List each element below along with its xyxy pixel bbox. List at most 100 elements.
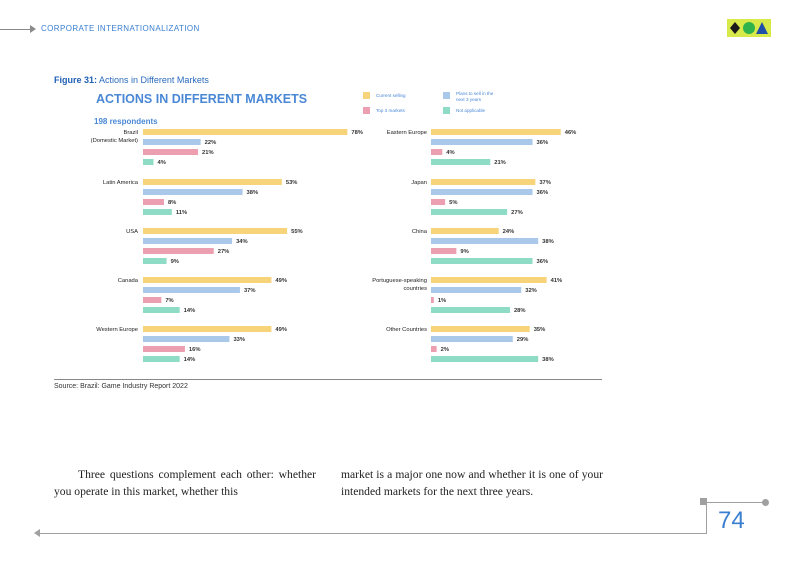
- bar-value-latin-america-plans-to-sell-in-the-next-3-years: 38%: [247, 190, 259, 196]
- section-title: CORPORATE INTERNATIONALIZATION: [41, 24, 200, 33]
- footer-arrow-icon: [34, 529, 40, 537]
- bar-canada-not-applicable: [143, 307, 180, 313]
- group-label-other-countries: Other Countries: [386, 327, 427, 333]
- bar-usa-top-3-markets: [143, 248, 214, 254]
- bar-value-canada-plans-to-sell-in-the-next-3-years: 37%: [244, 288, 256, 294]
- bar-western-europe-top-3-markets: [143, 346, 185, 352]
- bar-value-portuguese-speaking-countries-top-3-markets: 1%: [438, 298, 446, 304]
- bar-value-eastern-europe-plans-to-sell-in-the-next-3-years: 36%: [537, 140, 549, 146]
- footer-dot-icon: [762, 499, 769, 506]
- bar-latin-america-not-applicable: [143, 209, 172, 215]
- bar-value-other-countries-current-selling: 35%: [534, 327, 546, 333]
- bar-value-usa-plans-to-sell-in-the-next-3-years: 34%: [236, 239, 248, 245]
- group-label-brazil-domestic-market: Brazil (Domestic Market): [91, 130, 138, 144]
- bar-brazil-domestic-market-top-3-markets: [143, 149, 199, 155]
- group-label-latin-america: Latin America: [103, 180, 139, 186]
- bar-value-japan-current-selling: 37%: [539, 180, 551, 186]
- logo-circle-icon: [743, 22, 755, 34]
- bar-value-portuguese-speaking-countries-not-applicable: 28%: [514, 308, 526, 314]
- group-label-china: China: [412, 229, 428, 235]
- source-note: Source: Brazil: Game Industry Report 202…: [54, 383, 188, 390]
- footer-rule: [40, 533, 706, 534]
- bar-canada-current-selling: [143, 277, 272, 283]
- bar-usa-current-selling: [143, 228, 288, 234]
- bar-value-usa-top-3-markets: 27%: [218, 249, 230, 255]
- bar-value-other-countries-not-applicable: 38%: [542, 357, 554, 363]
- page-number: 74: [718, 507, 745, 534]
- bar-value-china-current-selling: 24%: [503, 229, 515, 235]
- bar-value-western-europe-not-applicable: 14%: [184, 357, 196, 363]
- legend-swatch-not-applicable: [443, 107, 450, 114]
- bar-value-brazil-domestic-market-top-3-markets: 21%: [202, 150, 214, 156]
- bar-other-countries-not-applicable: [431, 356, 539, 362]
- legend-label-plans-to-sell-in-the-next-3-years: Plans to sell in the next 3 years: [456, 91, 494, 102]
- bar-usa-not-applicable: [143, 258, 167, 264]
- legend-swatch-current-selling: [363, 92, 370, 99]
- logo-triangle-icon: [756, 22, 768, 34]
- bar-value-canada-top-3-markets: 7%: [165, 298, 173, 304]
- legend-label-top-3-markets: Top 3 markets: [376, 108, 406, 113]
- logo-diamond-icon: [730, 22, 740, 34]
- bar-value-japan-top-3-markets: 5%: [449, 200, 457, 206]
- bar-value-western-europe-current-selling: 49%: [275, 327, 287, 333]
- bar-portuguese-speaking-countries-plans-to-sell-in-the-next-3-years: [431, 287, 522, 293]
- figure-label: Figure 31:: [54, 75, 98, 85]
- legend-swatch-top-3-markets: [363, 107, 370, 114]
- bar-china-not-applicable: [431, 258, 533, 264]
- actions-chart: ACTIONS IN DIFFERENT MARKETS 198 responde…: [91, 91, 577, 363]
- bar-value-latin-america-not-applicable: 11%: [176, 210, 187, 216]
- bar-japan-current-selling: [431, 179, 536, 185]
- bar-value-latin-america-current-selling: 53%: [286, 180, 298, 186]
- bar-value-japan-not-applicable: 27%: [511, 210, 523, 216]
- chart-title: ACTIONS IN DIFFERENT MARKETS: [96, 92, 307, 106]
- footer-vertical-rule: [706, 502, 707, 534]
- bar-value-brazil-domestic-market-current-selling: 78%: [351, 130, 363, 136]
- chart-subtitle: 198 respondents: [94, 117, 158, 126]
- bar-value-canada-not-applicable: 14%: [184, 308, 196, 314]
- bar-japan-not-applicable: [431, 209, 508, 215]
- group-label-canada: Canada: [118, 278, 139, 284]
- bar-value-china-not-applicable: 36%: [537, 259, 549, 265]
- bar-value-china-top-3-markets: 9%: [460, 249, 468, 255]
- bar-value-eastern-europe-current-selling: 46%: [565, 130, 577, 136]
- bar-value-western-europe-top-3-markets: 16%: [189, 347, 201, 353]
- bar-value-latin-america-top-3-markets: 8%: [168, 200, 176, 206]
- bar-eastern-europe-current-selling: [431, 129, 561, 135]
- figure-title: Actions in Different Markets: [99, 75, 209, 85]
- bar-value-brazil-domestic-market-plans-to-sell-in-the-next-3-years: 22%: [205, 140, 217, 146]
- bar-brazil-domestic-market-current-selling: [143, 129, 348, 135]
- bar-value-other-countries-plans-to-sell-in-the-next-3-years: 29%: [517, 337, 529, 343]
- figure-caption: Figure 31: Actions in Different Markets: [54, 75, 209, 85]
- bar-western-europe-current-selling: [143, 326, 272, 332]
- bar-other-countries-top-3-markets: [431, 346, 437, 352]
- group-label-western-europe: Western Europe: [96, 327, 138, 333]
- footer-top-rule: [706, 502, 766, 503]
- bar-value-other-countries-top-3-markets: 2%: [441, 347, 449, 353]
- bar-western-europe-plans-to-sell-in-the-next-3-years: [143, 336, 230, 342]
- divider: [54, 379, 602, 380]
- bar-value-brazil-domestic-market-not-applicable: 4%: [157, 160, 165, 166]
- bar-value-usa-current-selling: 55%: [291, 229, 303, 235]
- header-rule: [0, 29, 30, 30]
- body-text-left: Three questions complement each other: w…: [54, 468, 316, 498]
- bar-value-usa-not-applicable: 9%: [171, 259, 179, 265]
- bar-latin-america-top-3-markets: [143, 199, 164, 205]
- group-label-usa: USA: [126, 229, 138, 235]
- bar-eastern-europe-top-3-markets: [431, 149, 443, 155]
- bar-portuguese-speaking-countries-top-3-markets: [431, 297, 434, 303]
- bar-portuguese-speaking-countries-current-selling: [431, 277, 547, 283]
- bar-usa-plans-to-sell-in-the-next-3-years: [143, 238, 233, 244]
- group-label-portuguese-speaking-countries: Portuguese-speaking countries: [372, 278, 427, 292]
- bar-value-eastern-europe-not-applicable: 21%: [494, 160, 506, 166]
- header-arrow-icon: [30, 25, 36, 33]
- bar-portuguese-speaking-countries-not-applicable: [431, 307, 510, 313]
- bar-western-europe-not-applicable: [143, 356, 180, 362]
- bar-value-eastern-europe-top-3-markets: 4%: [446, 150, 454, 156]
- bar-latin-america-current-selling: [143, 179, 282, 185]
- bar-japan-top-3-markets: [431, 199, 446, 205]
- bar-other-countries-plans-to-sell-in-the-next-3-years: [431, 336, 513, 342]
- bar-japan-plans-to-sell-in-the-next-3-years: [431, 189, 533, 195]
- group-label-eastern-europe: Eastern Europe: [387, 130, 427, 136]
- bar-value-japan-plans-to-sell-in-the-next-3-years: 36%: [537, 190, 549, 196]
- bar-china-top-3-markets: [431, 248, 457, 254]
